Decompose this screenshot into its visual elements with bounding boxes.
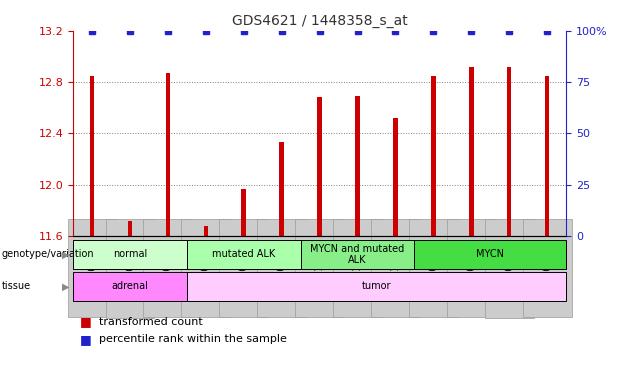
Title: GDS4621 / 1448358_s_at: GDS4621 / 1448358_s_at (232, 14, 408, 28)
Text: MYCN: MYCN (476, 249, 504, 260)
Bar (204, 226, 208, 236)
Text: percentile rank within the sample: percentile rank within the sample (99, 334, 286, 344)
Bar (242, 189, 246, 236)
Bar (469, 67, 474, 236)
Bar (279, 142, 284, 236)
Text: ■: ■ (80, 315, 91, 328)
Bar (165, 73, 170, 236)
Text: ▶: ▶ (62, 281, 70, 291)
Text: normal: normal (113, 249, 147, 260)
Text: adrenal: adrenal (111, 281, 148, 291)
Bar (545, 76, 550, 236)
Bar (393, 118, 398, 236)
Bar (431, 76, 436, 236)
Text: tissue: tissue (1, 281, 31, 291)
Text: tumor: tumor (362, 281, 391, 291)
Bar (356, 96, 360, 236)
Bar (128, 221, 132, 236)
Text: transformed count: transformed count (99, 317, 202, 327)
Text: MYCN and mutated
ALK: MYCN and mutated ALK (310, 243, 404, 265)
Text: genotype/variation: genotype/variation (1, 249, 94, 260)
Text: ■: ■ (80, 333, 91, 346)
Bar (317, 98, 322, 236)
Text: mutated ALK: mutated ALK (212, 249, 275, 260)
Bar (507, 67, 511, 236)
Text: ▶: ▶ (62, 249, 70, 260)
Bar (90, 76, 94, 236)
